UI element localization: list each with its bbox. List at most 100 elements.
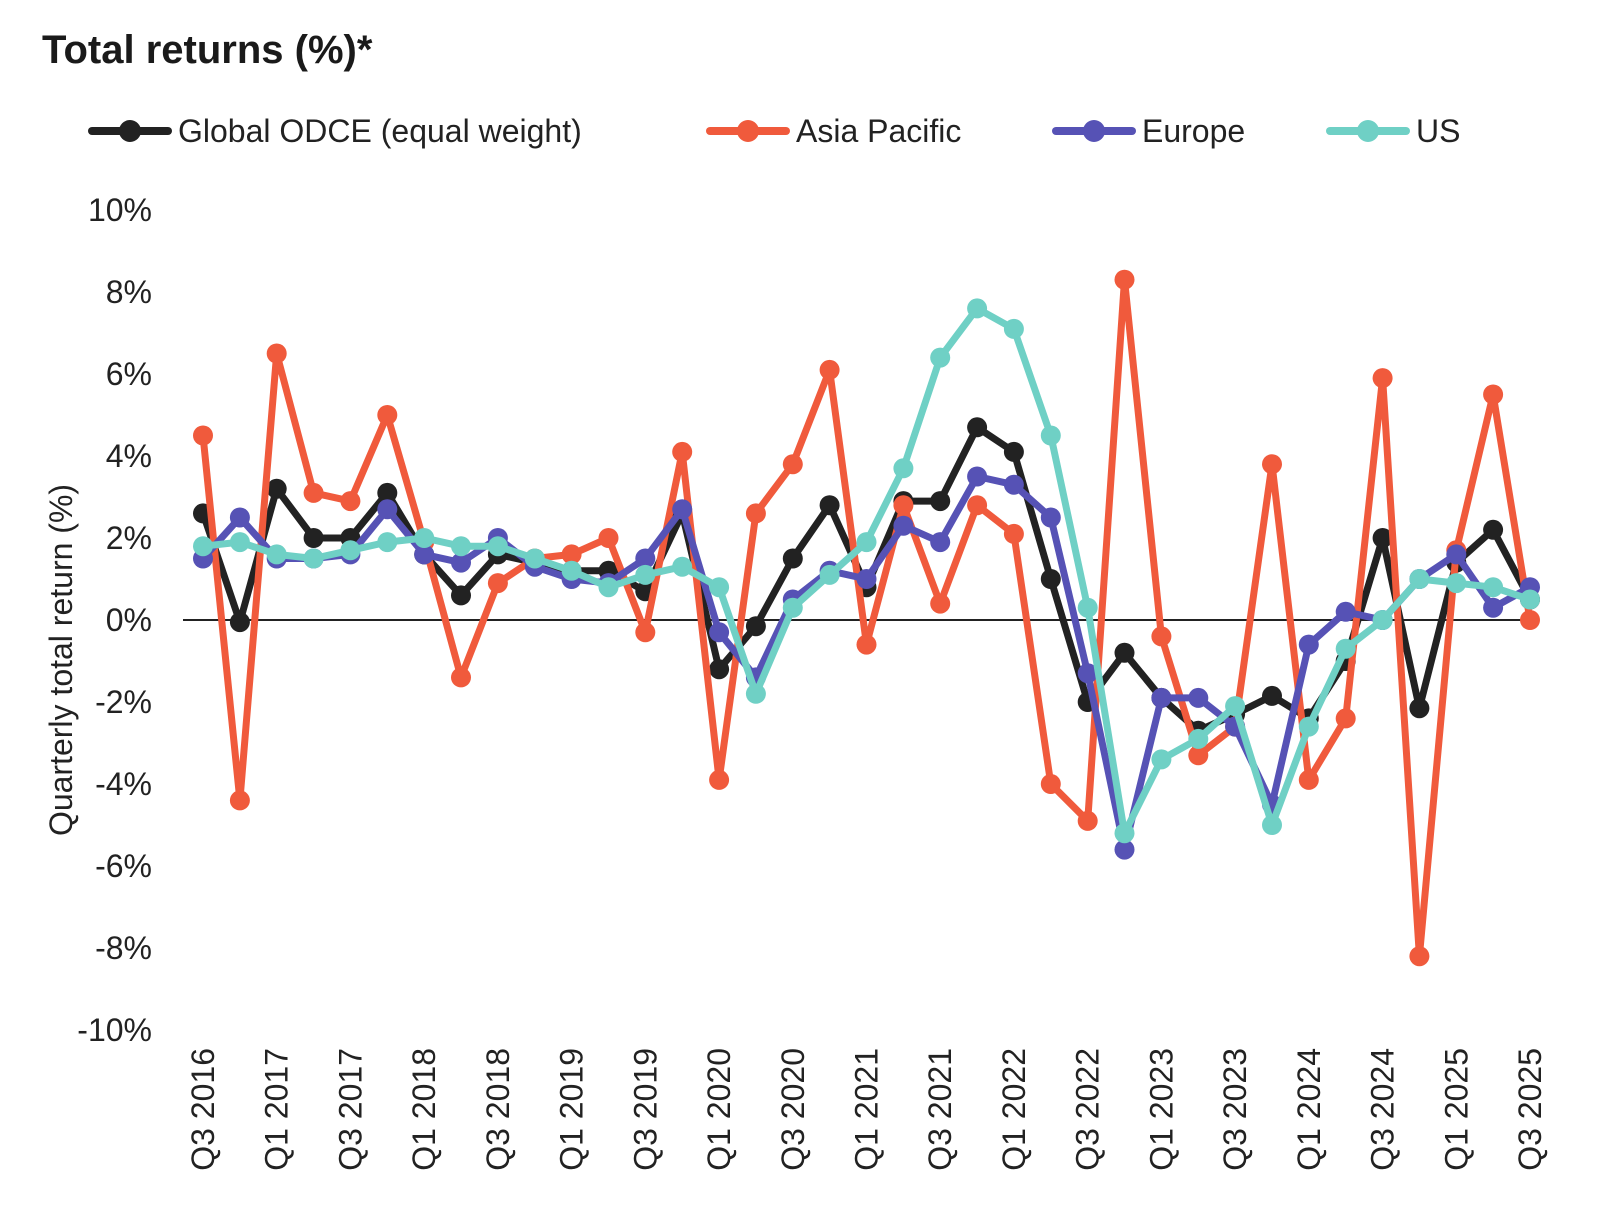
data-point	[1409, 946, 1430, 967]
data-point	[709, 622, 730, 643]
x-tick-label: Q1 2019	[554, 1048, 590, 1171]
x-tick-label: Q1 2018	[406, 1048, 442, 1171]
data-point	[303, 528, 324, 548]
data-point	[1077, 810, 1098, 831]
x-tick-label: Q3 2020	[775, 1048, 811, 1171]
data-point	[340, 540, 361, 561]
data-point	[598, 577, 619, 598]
data-point	[819, 564, 840, 585]
y-tick-label: 6%	[106, 356, 152, 392]
data-point	[1114, 269, 1135, 290]
data-point	[1003, 523, 1024, 544]
y-tick-label: 0%	[106, 602, 152, 638]
data-point	[1003, 318, 1024, 339]
data-point	[1335, 638, 1356, 659]
data-point	[1520, 610, 1540, 630]
legend-swatch-marker	[1357, 120, 1379, 142]
data-point	[709, 577, 730, 598]
data-point	[377, 405, 398, 425]
x-tick-label: Q3 2022	[1070, 1048, 1106, 1171]
data-point	[930, 347, 951, 368]
legend-item: Global ODCE (equal weight)	[88, 113, 582, 149]
data-point	[193, 425, 213, 446]
data-point	[1077, 663, 1098, 684]
legend-label: Asia Pacific	[796, 113, 961, 149]
data-point	[1372, 610, 1393, 630]
data-point	[1298, 716, 1319, 737]
data-point	[1446, 544, 1467, 565]
data-point	[1040, 507, 1061, 528]
legend-item: Asia Pacific	[706, 113, 961, 149]
data-point	[451, 667, 471, 688]
data-point	[1262, 815, 1282, 835]
x-tick-label: Q1 2021	[849, 1048, 885, 1171]
data-point	[1114, 642, 1135, 663]
data-point	[1151, 749, 1172, 770]
data-point	[1372, 368, 1393, 389]
data-point	[893, 495, 914, 516]
x-tick-label: Q3 2023	[1217, 1048, 1253, 1171]
data-point	[451, 536, 471, 557]
x-tick-label: Q3 2025	[1512, 1048, 1548, 1171]
data-point	[709, 659, 730, 680]
data-point	[1225, 696, 1246, 717]
legend-label: Global ODCE (equal weight)	[178, 113, 582, 149]
data-point	[229, 532, 250, 553]
data-point	[745, 683, 766, 704]
y-tick-label: -10%	[77, 1012, 152, 1048]
chart-title: Total returns (%)*	[42, 28, 373, 72]
data-point	[1520, 589, 1540, 610]
data-point	[377, 499, 398, 520]
x-axis: Q3 2016 Q1 2017 Q3 2017 Q1 2018 Q3 2018 Q1 20…	[185, 1048, 1548, 1171]
x-tick-label: Q1 2025	[1438, 1048, 1474, 1171]
data-point	[745, 616, 766, 637]
data-point	[1077, 597, 1098, 618]
data-point	[1298, 769, 1319, 790]
data-point	[856, 634, 877, 655]
data-point	[487, 573, 508, 594]
legend-swatch-marker	[119, 120, 141, 142]
series-3	[193, 298, 1540, 844]
data-point	[1040, 425, 1061, 446]
data-point	[1262, 454, 1282, 475]
series-line	[199, 276, 1534, 960]
y-tick-label: -8%	[95, 930, 152, 966]
data-point	[782, 597, 803, 618]
data-point	[303, 548, 324, 569]
data-point	[1114, 823, 1135, 844]
data-point	[229, 612, 250, 633]
data-point	[1003, 441, 1024, 462]
data-point	[1188, 687, 1209, 708]
data-point	[1151, 687, 1172, 708]
y-tick-label: 2%	[106, 520, 152, 556]
y-tick-label: 8%	[106, 274, 152, 310]
data-point	[266, 478, 287, 499]
data-point	[1483, 597, 1504, 618]
x-tick-label: Q1 2023	[1143, 1048, 1179, 1171]
data-point	[266, 544, 287, 565]
legend-item: Europe	[1052, 113, 1245, 149]
data-point	[377, 482, 398, 503]
legend-label: US	[1416, 113, 1460, 149]
data-point	[193, 536, 213, 557]
x-tick-label: Q1 2020	[701, 1048, 737, 1171]
data-point	[1335, 601, 1356, 622]
data-point	[782, 454, 803, 475]
legend-swatch-marker	[737, 120, 759, 142]
data-point	[967, 466, 988, 487]
data-point	[672, 441, 693, 462]
y-axis-label: Quarterly total return (%)	[43, 484, 79, 836]
data-point	[1114, 839, 1135, 860]
y-tick-label: -4%	[95, 766, 152, 802]
data-point	[340, 491, 361, 512]
data-point	[967, 298, 988, 319]
data-point	[487, 536, 508, 557]
y-tick-label: -6%	[95, 848, 152, 884]
data-point	[1151, 626, 1172, 647]
data-point	[856, 569, 877, 589]
data-point	[635, 564, 656, 585]
data-point	[1262, 685, 1282, 706]
x-tick-label: Q1 2017	[259, 1048, 295, 1171]
legend-item: US	[1326, 113, 1460, 149]
data-point	[229, 790, 250, 811]
